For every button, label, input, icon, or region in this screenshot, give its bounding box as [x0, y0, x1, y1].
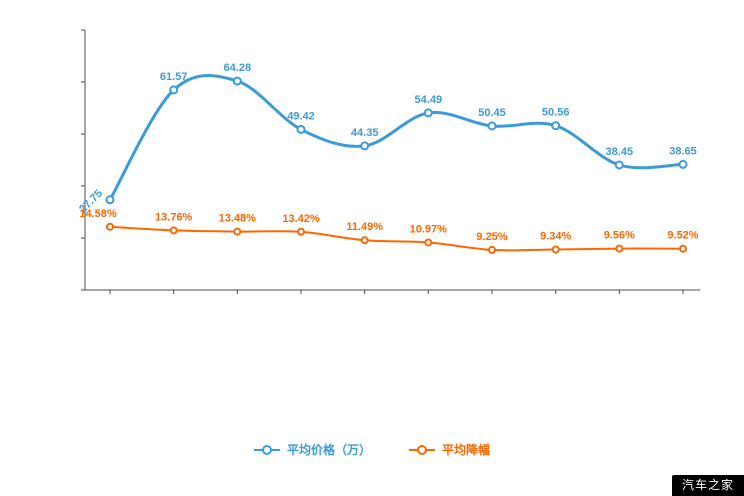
data-label: 13.42% — [282, 213, 320, 225]
data-label: 13.76% — [155, 211, 193, 223]
data-point[interactable] — [105, 195, 115, 205]
data-point[interactable] — [487, 121, 497, 131]
legend-item-avg-price[interactable]: 平均价格（万） — [253, 441, 371, 458]
data-label: 38.65 — [669, 145, 697, 157]
data-point[interactable] — [488, 245, 496, 254]
data-label: 9.56% — [604, 230, 635, 242]
data-label: 9.34% — [540, 231, 571, 243]
price-series-legend-icon — [253, 444, 280, 455]
data-label: 54.49 — [415, 94, 443, 106]
data-label: 10.97% — [410, 224, 448, 236]
data-point[interactable] — [551, 121, 561, 131]
data-label: 11.49% — [346, 221, 383, 233]
data-point[interactable] — [614, 160, 624, 170]
data-label: 50.56 — [542, 107, 570, 119]
data-label: 38.45 — [606, 146, 634, 158]
series-line — [109, 225, 684, 252]
chart-legend: 平均价格（万） 平均降幅 — [0, 441, 744, 458]
data-point[interactable] — [678, 159, 688, 169]
discount-series-legend-icon — [409, 444, 435, 455]
legend-item-avg-discount[interactable]: 平均降幅 — [409, 441, 490, 458]
series-line — [108, 74, 685, 202]
data-point[interactable] — [360, 141, 370, 151]
data-point[interactable] — [169, 226, 178, 235]
data-label: 14.58% — [79, 208, 117, 220]
data-label: 9.25% — [476, 231, 507, 243]
data-label: 44.35 — [351, 127, 379, 139]
data-point[interactable] — [233, 227, 242, 236]
legend-marker-dot-icon — [261, 444, 272, 455]
data-point[interactable] — [551, 245, 560, 254]
legend-marker-dot-icon — [417, 444, 427, 455]
data-label: 61.57 — [160, 71, 188, 83]
data-point[interactable] — [169, 85, 179, 95]
legend-item-avg-discount-label: 平均降幅 — [442, 443, 491, 457]
data-label: 9.52% — [667, 230, 698, 242]
data-point[interactable] — [296, 124, 306, 134]
data-point[interactable] — [679, 244, 687, 253]
data-point[interactable] — [297, 227, 305, 236]
data-point[interactable] — [423, 108, 433, 118]
data-point[interactable] — [360, 236, 369, 245]
data-label: 13.48% — [219, 213, 257, 225]
data-label: 49.42 — [287, 110, 315, 122]
data-point[interactable] — [615, 244, 624, 253]
data-label: 64.28 — [224, 62, 252, 74]
legend-item-avg-price-label: 平均价格（万） — [286, 443, 371, 457]
data-point[interactable] — [424, 238, 433, 247]
watermark-autohome: 汽车之家 — [671, 475, 744, 496]
data-point[interactable] — [232, 76, 242, 86]
series-avg-discount: 14.58% 13.76% 13.48% 13.42% 11.49% 10.97% 9.25… — [79, 208, 699, 254]
data-point[interactable] — [106, 222, 114, 231]
data-label: 50.45 — [478, 107, 506, 119]
